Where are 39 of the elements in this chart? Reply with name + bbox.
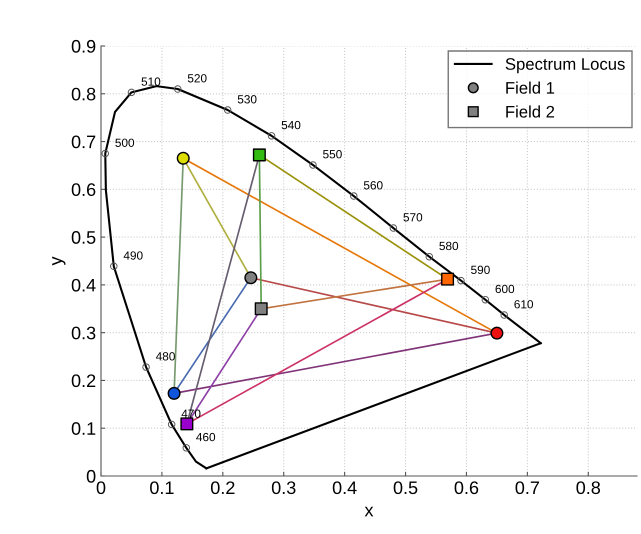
x-axis-title: x xyxy=(364,506,374,516)
annotation: 460 xyxy=(196,432,216,442)
annotation: 580 xyxy=(439,242,458,250)
annotation: 530 xyxy=(238,95,257,104)
legend-label: Field 1 xyxy=(506,82,554,94)
y-tick-label: 0.8 xyxy=(72,88,96,100)
annotation: 510 xyxy=(142,77,160,86)
annotation: 560 xyxy=(364,181,383,190)
annotation: 480 xyxy=(156,352,175,361)
annotation: 600 xyxy=(496,284,514,294)
y-tick-label: 0.4 xyxy=(72,278,96,292)
x-tick-label: 0.5 xyxy=(394,481,418,494)
y-tick-label: 0.6 xyxy=(72,183,96,196)
annotation: 570 xyxy=(403,213,422,222)
x-tick-label: 0.7 xyxy=(516,481,540,494)
x-tick-label: 0.8 xyxy=(576,481,600,494)
annotation: 550 xyxy=(323,150,342,158)
annotation: 540 xyxy=(282,120,300,130)
annotation: 520 xyxy=(188,74,207,82)
x-tick-label: 0.2 xyxy=(210,481,234,494)
annotation: 590 xyxy=(471,266,490,274)
y-tick-label: 0.3 xyxy=(72,326,96,340)
x-tick-label: 0.3 xyxy=(272,481,296,494)
y-tick-label: 0.1 xyxy=(72,422,96,435)
annotation: 500 xyxy=(115,138,134,147)
y-axis-title: y xyxy=(52,256,66,266)
x-tick-label: 0.4 xyxy=(332,481,357,494)
y-tick-label: 0.5 xyxy=(72,231,96,244)
legend-label: Spectrum Locus xyxy=(506,58,625,74)
x-tick-label: 0 xyxy=(96,481,106,494)
annotation: 610 xyxy=(514,300,534,308)
x-tick-label: 0.6 xyxy=(454,481,478,494)
y-tick-label: 0.2 xyxy=(72,374,96,388)
annotation: 490 xyxy=(124,251,143,260)
legend-label: Field 2 xyxy=(506,105,554,118)
x-tick-label: 0.1 xyxy=(150,481,174,494)
y-tick-label: 0.7 xyxy=(72,135,96,148)
y-tick-label: 0.9 xyxy=(72,40,96,53)
y-tick-label: 0 xyxy=(86,470,96,483)
